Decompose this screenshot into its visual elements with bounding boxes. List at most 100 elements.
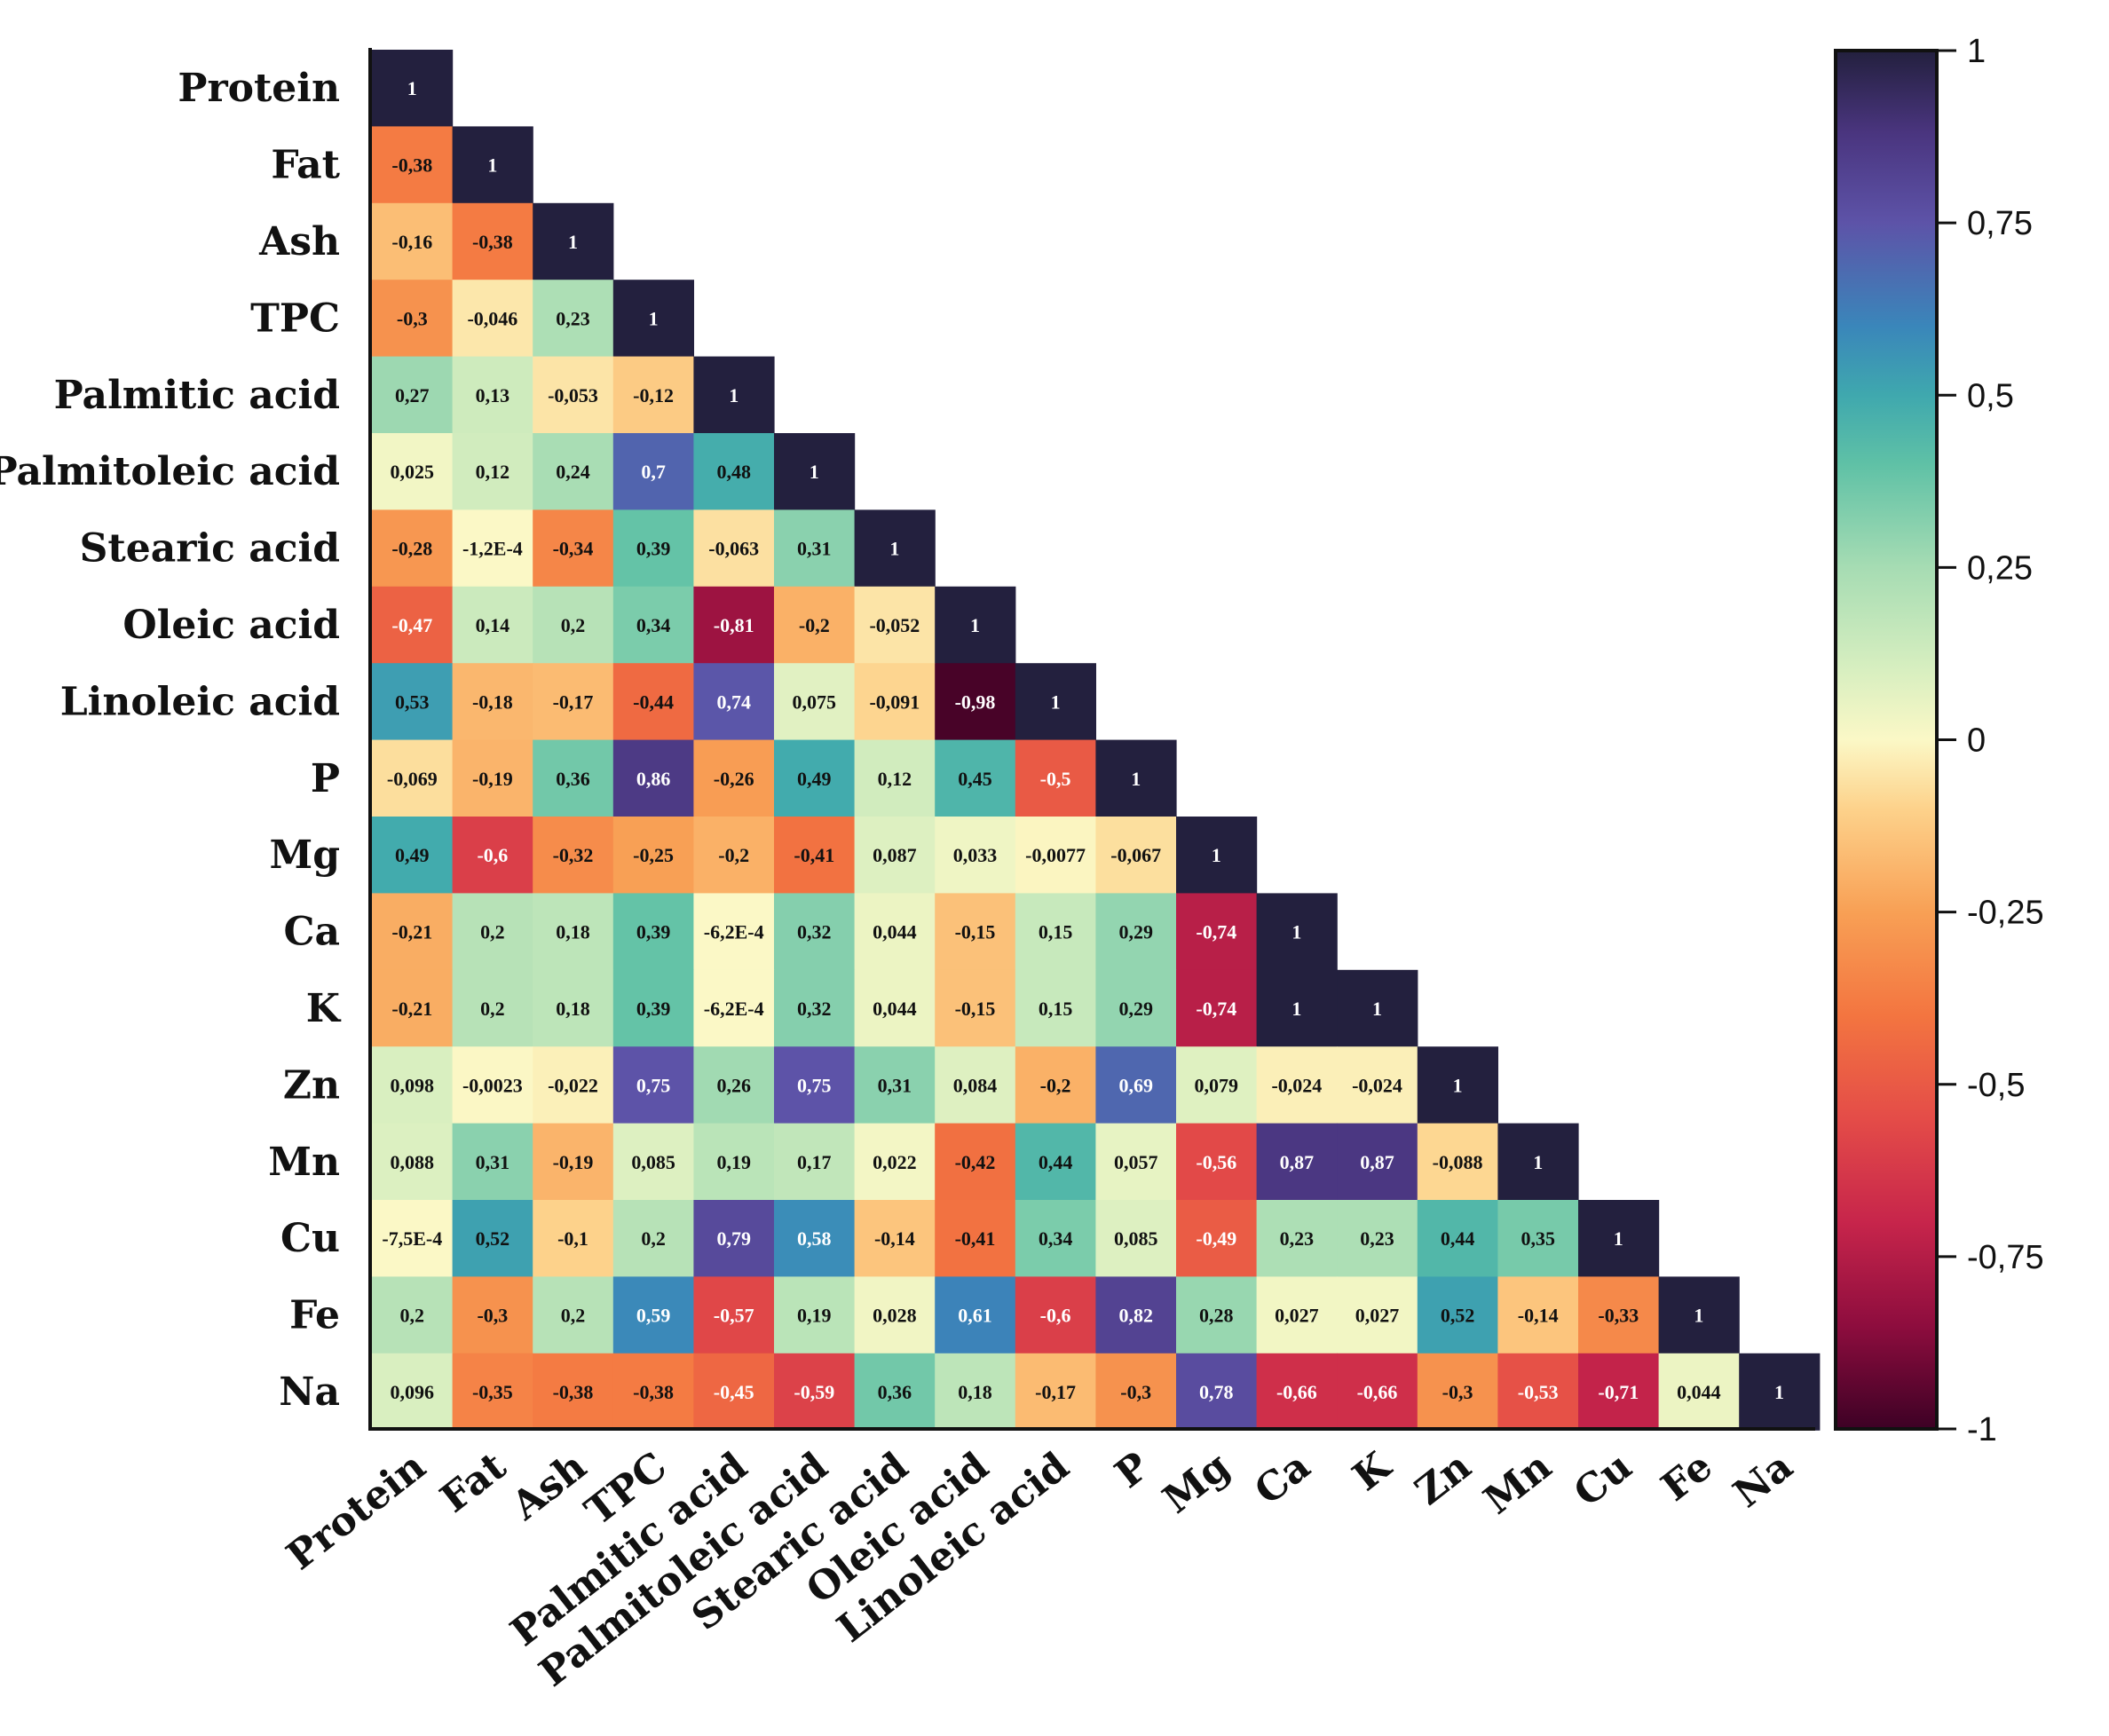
cell-label-cu-mg: -0,49 [1196,1227,1236,1250]
cell-label-zn-fat: -0,0023 [462,1074,523,1096]
cell-label-na-palmitoleic-acid: -0,59 [794,1381,834,1403]
cell-stearic-acid-palmitic-acid [693,509,775,588]
row-label-fe: Fe [289,1293,340,1338]
column-label-zn: Zn [1407,1443,1480,1514]
cell-ca-fat [452,893,533,971]
cell-label-mn-mn: 1 [1533,1151,1543,1173]
cell-ash-ash [533,202,614,280]
cell-label-ca-p: 0,29 [1118,921,1153,943]
cell-tpc-ash [533,280,614,358]
cell-label-linoleic-acid-palmitoleic-acid: 0,075 [793,690,837,713]
cell-label-p-oleic-acid: 0,45 [958,768,992,790]
cell-fe-mn [1497,1276,1579,1354]
cell-label-palmitic-acid-protein: 0,27 [395,384,430,406]
cell-label-palmitic-acid-fat: 0,13 [476,384,510,406]
cell-label-oleic-acid-oleic-acid: 1 [970,614,980,636]
cell-label-tpc-tpc: 1 [649,307,659,329]
cell-label-zn-oleic-acid: 0,084 [953,1074,998,1096]
cell-linoleic-acid-ash [533,663,614,741]
cell-label-mg-oleic-acid: 0,033 [953,844,998,866]
cell-label-palmitoleic-acid-tpc: 0,7 [641,461,666,483]
cell-label-cu-protein: -7,5E-4 [382,1227,442,1250]
row-label-protein: Protein [178,66,340,111]
cell-cu-linoleic-acid [1015,1200,1096,1277]
column-label-fe: Fe [1653,1443,1720,1510]
heatmap-axes [368,48,1815,1431]
cell-label-mn-ash: -0,19 [553,1151,594,1173]
cell-label-mg-stearic-acid: 0,087 [873,844,917,866]
cell-label-linoleic-acid-palmitic-acid: 0,74 [716,690,751,713]
cell-p-p [1095,739,1177,817]
cell-label-mn-zn: -0,088 [1433,1151,1483,1173]
column-label-ca: Ca [1246,1443,1318,1513]
cell-label-k-ash: 0,18 [556,998,590,1020]
cell-fe-p [1095,1276,1177,1354]
cell-ash-protein [372,202,454,280]
cell-label-ash-protein: -0,16 [391,231,432,253]
cell-label-fe-tpc: 0,59 [636,1305,671,1327]
cell-label-zn-ca: -0,024 [1271,1074,1322,1096]
cell-label-cu-stearic-acid: -0,14 [874,1227,915,1250]
cell-cu-protein [372,1200,454,1277]
cell-palmitic-acid-palmitic-acid [693,356,775,434]
cell-na-tpc [612,1353,694,1431]
cell-oleic-acid-tpc [612,586,694,664]
cell-label-ca-palmitic-acid: -6,2E-4 [704,921,764,943]
row-label-k: K [306,986,342,1031]
cell-label-k-protein: -0,21 [391,998,432,1020]
cell-mg-fat [452,817,533,894]
cell-label-mn-mg: -0,56 [1196,1151,1236,1173]
cell-label-k-linoleic-acid: 0,15 [1039,998,1073,1020]
cell-label-na-ash: -0,38 [553,1381,594,1403]
cell-label-stearic-acid-palmitic-acid: -0,063 [708,538,759,560]
cell-palmitoleic-acid-palmitoleic-acid [774,433,856,510]
cell-label-mg-ash: -0,32 [553,844,594,866]
cell-label-linoleic-acid-stearic-acid: -0,091 [869,690,920,713]
cell-fe-fat [452,1276,533,1354]
cell-label-cu-palmitoleic-acid: 0,58 [797,1227,832,1250]
cell-zn-mg [1176,1046,1258,1124]
colorbar-tick-label-4: 0 [1967,722,1986,760]
colorbar-tick-label-0: 1 [1967,33,1986,70]
cell-zn-linoleic-acid [1015,1046,1096,1124]
cell-fe-oleic-acid [935,1276,1016,1354]
cell-mn-mg [1176,1123,1258,1201]
cell-label-mn-k: 0,87 [1360,1151,1394,1173]
cell-linoleic-acid-stearic-acid [854,663,936,741]
cell-label-p-fat: -0,19 [472,768,513,790]
column-label-mn: Mn [1475,1443,1560,1523]
cell-label-zn-tpc: 0,75 [636,1074,671,1096]
cell-label-cu-oleic-acid: -0,41 [955,1227,996,1250]
cell-oleic-acid-protein [372,586,454,664]
cell-label-cu-zn: 0,44 [1441,1227,1475,1250]
cell-label-linoleic-acid-protein: 0,53 [395,690,430,713]
cell-label-mn-linoleic-acid: 0,44 [1039,1151,1073,1173]
cell-label-linoleic-acid-ash: -0,17 [553,690,594,713]
cell-k-stearic-acid [854,969,936,1047]
cell-label-palmitoleic-acid-protein: 0,025 [391,461,435,483]
cell-label-na-cu: -0,71 [1598,1381,1639,1403]
cell-label-mn-palmitoleic-acid: 0,17 [797,1151,832,1173]
cell-mn-tpc [612,1123,694,1201]
cell-label-mn-ca: 0,87 [1280,1151,1315,1173]
cell-k-protein [372,969,454,1047]
cell-palmitic-acid-tpc [612,356,694,434]
cell-label-fe-palmitic-acid: -0,57 [714,1305,754,1327]
row-label-p: P [311,756,340,801]
cell-mn-palmitic-acid [693,1123,775,1201]
cell-label-oleic-acid-tpc: 0,34 [636,614,671,636]
cell-ca-ash [533,893,614,971]
cell-zn-k [1337,1046,1418,1124]
cell-label-k-stearic-acid: 0,044 [873,998,917,1020]
cell-k-palmitoleic-acid [774,969,856,1047]
cell-fat-protein [372,126,454,204]
row-label-linoleic-acid: Linoleic acid [60,679,340,724]
cell-linoleic-acid-fat [452,663,533,741]
cell-label-na-oleic-acid: 0,18 [958,1381,992,1403]
cell-label-ca-tpc: 0,39 [636,921,671,943]
cell-protein-protein [372,50,454,127]
cell-zn-fat [452,1046,533,1124]
row-label-palmitoleic-acid: Palmitoleic acid [0,449,340,494]
